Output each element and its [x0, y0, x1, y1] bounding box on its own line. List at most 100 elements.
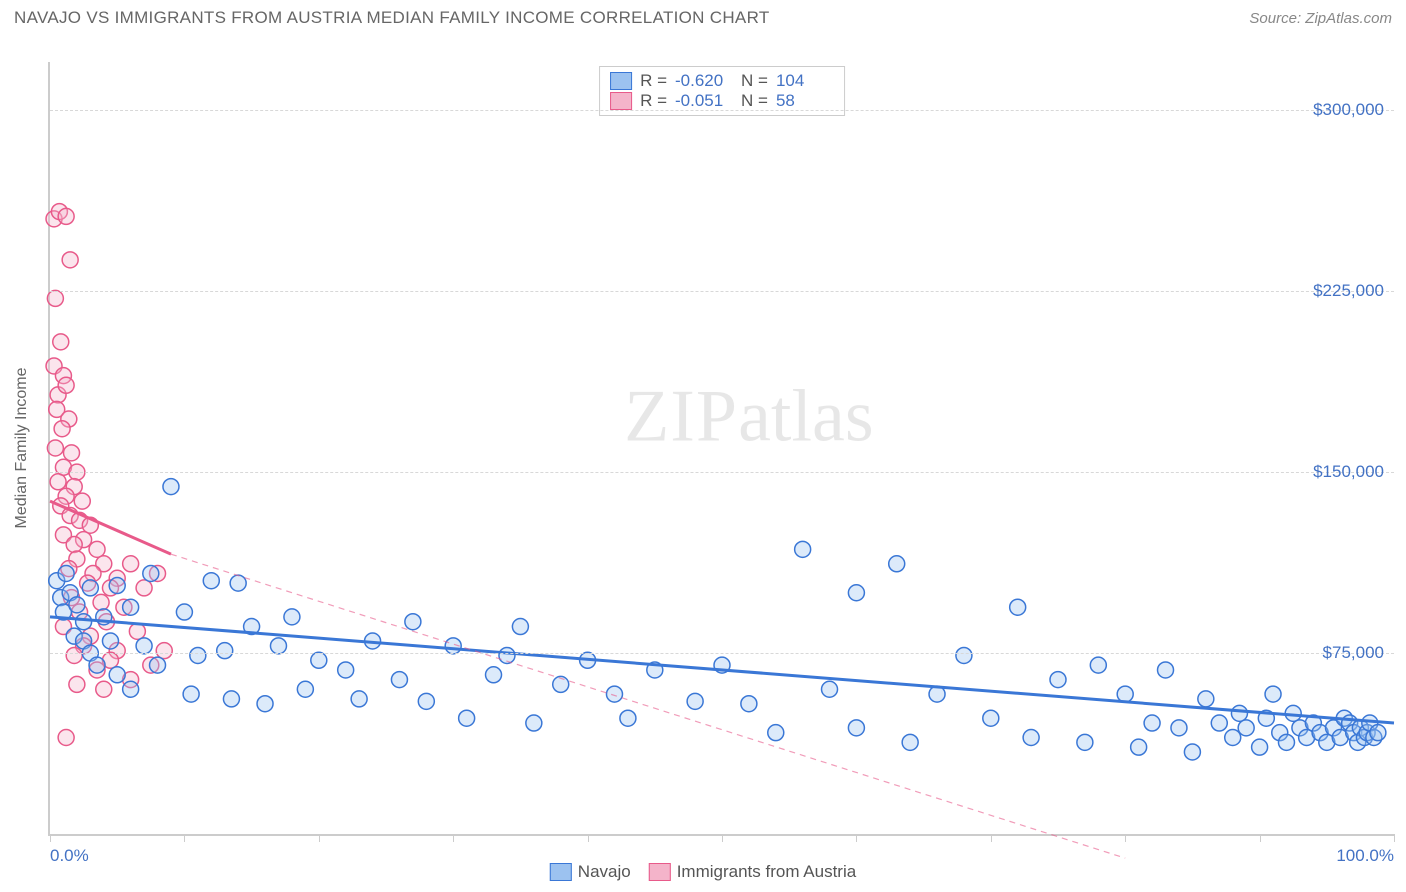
scatter-point [1225, 730, 1241, 746]
trend-line [50, 617, 1394, 723]
chart-title: NAVAJO VS IMMIGRANTS FROM AUSTRIA MEDIAN… [14, 8, 770, 28]
scatter-point [459, 710, 475, 726]
scatter-point [741, 696, 757, 712]
scatter-point [69, 597, 85, 613]
scatter-point [223, 691, 239, 707]
scatter-point [64, 445, 80, 461]
chart-header: NAVAJO VS IMMIGRANTS FROM AUSTRIA MEDIAN… [0, 0, 1406, 32]
scatter-point [512, 619, 528, 635]
scatter-point [418, 693, 434, 709]
x-tick [50, 834, 51, 842]
source-name: ZipAtlas.com [1305, 10, 1392, 27]
scatter-point [58, 565, 74, 581]
gridline [50, 291, 1394, 292]
scatter-point [69, 676, 85, 692]
scatter-point [1231, 705, 1247, 721]
scatter-point [82, 580, 98, 596]
scatter-point [1077, 734, 1093, 750]
scatter-point [1117, 686, 1133, 702]
scatter-point [62, 252, 78, 268]
scatter-point [297, 681, 313, 697]
scatter-point [351, 691, 367, 707]
x-tick-label: 0.0% [50, 846, 89, 866]
x-tick [453, 834, 454, 842]
scatter-point [50, 474, 66, 490]
scatter-point [183, 686, 199, 702]
source-label: Source: [1249, 10, 1301, 27]
scatter-point [76, 614, 92, 630]
x-tick [856, 834, 857, 842]
scatter-point [795, 541, 811, 557]
scatter-point [1171, 720, 1187, 736]
scatter-point [1184, 744, 1200, 760]
scatter-point [270, 638, 286, 654]
scatter-point [620, 710, 636, 726]
x-tick [588, 834, 589, 842]
scatter-point [1265, 686, 1281, 702]
scatter-point [89, 541, 105, 557]
scatter-point [1278, 734, 1294, 750]
scatter-point [93, 594, 109, 610]
legend-item-navajo: Navajo [550, 862, 631, 882]
scatter-point [66, 537, 82, 553]
scatter-point [1198, 691, 1214, 707]
scatter-point [889, 556, 905, 572]
scatter-point [983, 710, 999, 726]
scatter-point [311, 652, 327, 668]
scatter-point [123, 599, 139, 615]
scatter-point [143, 565, 159, 581]
scatter-point [1090, 657, 1106, 673]
trend-line-extension [171, 554, 1125, 858]
scatter-point [230, 575, 246, 591]
scatter-point [136, 580, 152, 596]
scatter-point [1144, 715, 1160, 731]
gridline [50, 110, 1394, 111]
scatter-point [1010, 599, 1026, 615]
x-tick [184, 834, 185, 842]
scatter-point [1158, 662, 1174, 678]
scatter-point [109, 667, 125, 683]
scatter-point [284, 609, 300, 625]
scatter-point [47, 440, 63, 456]
source-attribution: Source: ZipAtlas.com [1249, 10, 1392, 27]
scatter-point [47, 290, 63, 306]
scatter-point [848, 720, 864, 736]
scatter-point [1023, 730, 1039, 746]
scatter-point [848, 585, 864, 601]
y-axis-title: Median Family Income [13, 368, 31, 529]
y-tick-label: $300,000 [1313, 100, 1384, 120]
legend-bottom: Navajo Immigrants from Austria [550, 862, 856, 882]
scatter-point [129, 623, 145, 639]
legend-label-austria: Immigrants from Austria [677, 862, 857, 882]
scatter-point [1252, 739, 1268, 755]
scatter-point [53, 334, 69, 350]
y-tick-label: $150,000 [1313, 462, 1384, 482]
scatter-point [74, 493, 90, 509]
scatter-point [217, 643, 233, 659]
scatter-point [96, 681, 112, 697]
y-tick-label: $225,000 [1313, 281, 1384, 301]
scatter-point [606, 686, 622, 702]
scatter-point [58, 730, 74, 746]
scatter-point [150, 657, 166, 673]
scatter-point [156, 643, 172, 659]
scatter-point [123, 681, 139, 697]
scatter-point [822, 681, 838, 697]
gridline [50, 472, 1394, 473]
scatter-point [1211, 715, 1227, 731]
scatter-point [1238, 720, 1254, 736]
gridline [50, 653, 1394, 654]
scatter-point [176, 604, 192, 620]
scatter-point [338, 662, 354, 678]
scatter-point [123, 556, 139, 572]
y-tick-label: $75,000 [1323, 643, 1384, 663]
scatter-point [109, 578, 125, 594]
scatter-point [1050, 672, 1066, 688]
scatter-point [768, 725, 784, 741]
legend-item-austria: Immigrants from Austria [649, 862, 857, 882]
scatter-point [58, 377, 74, 393]
x-tick [991, 834, 992, 842]
scatter-point [1131, 739, 1147, 755]
legend-label-navajo: Navajo [578, 862, 631, 882]
scatter-point [190, 647, 206, 663]
